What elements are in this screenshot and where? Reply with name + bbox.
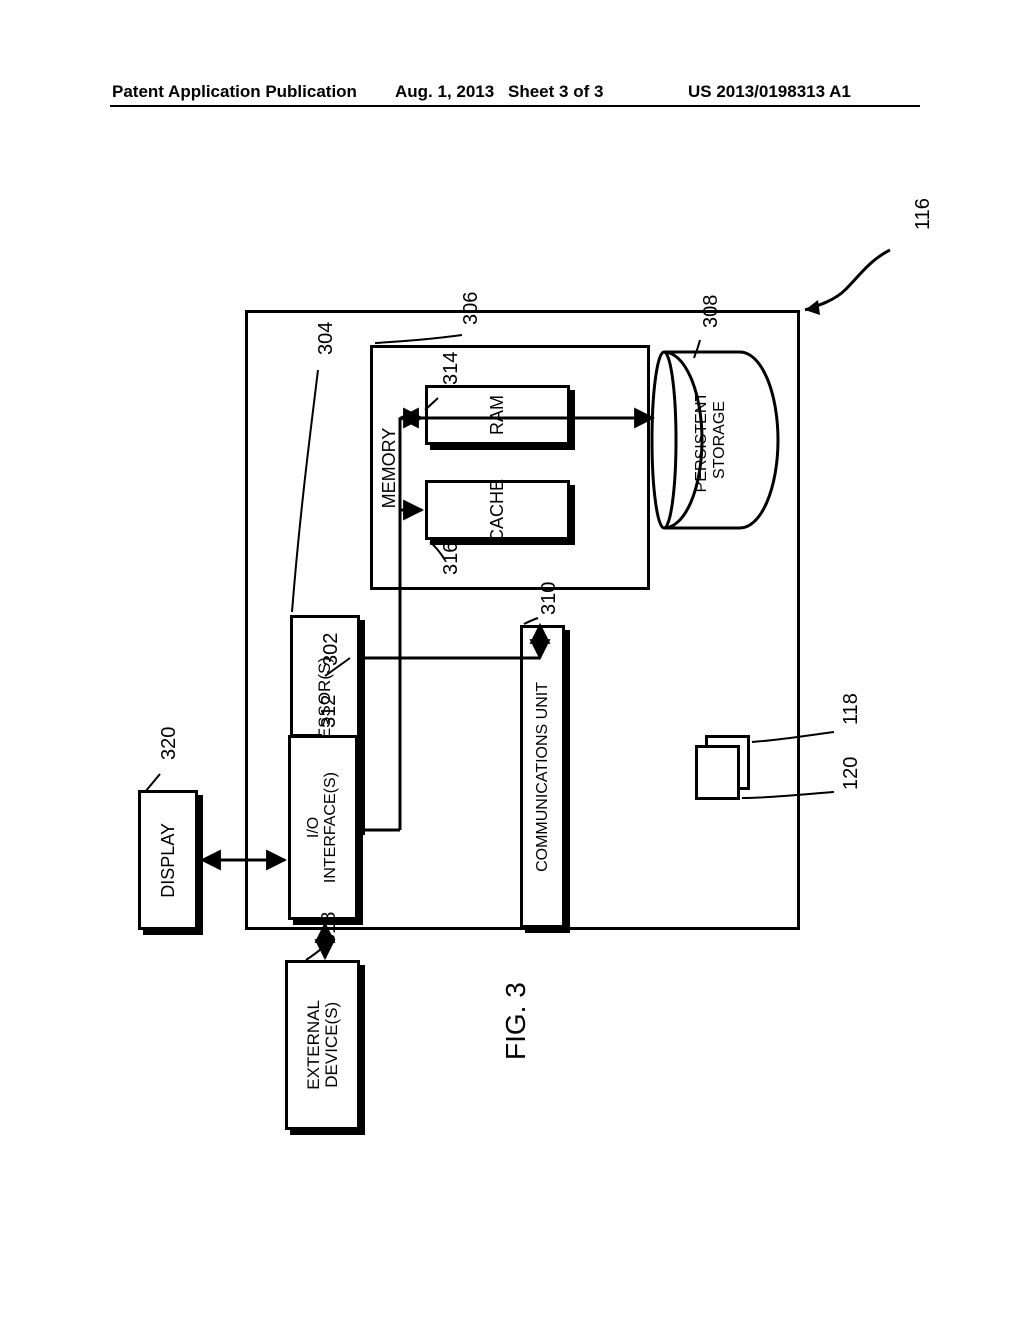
ref-302: 302 [320, 633, 343, 666]
header-rule [110, 105, 920, 107]
callout-116 [805, 250, 890, 315]
ref-314: 314 [440, 352, 463, 385]
ram-box: RAM [425, 385, 570, 445]
ref-304: 304 [315, 322, 338, 355]
header-publication: Patent Application Publication [112, 82, 357, 102]
comm-unit-box: COMMUNICATIONS UNIT [520, 625, 565, 928]
ref-310: 310 [538, 582, 561, 615]
page: Patent Application Publication Aug. 1, 2… [0, 0, 1024, 1320]
display-box: DISPLAY [138, 790, 198, 930]
ref-120: 120 [840, 757, 863, 790]
memory-box: MEMORY [370, 345, 650, 590]
comm-unit-label: COMMUNICATIONS UNIT [534, 682, 552, 872]
ref-318: 318 [318, 912, 341, 945]
memory-label: MEMORY [379, 427, 400, 508]
header-sheet: Sheet 3 of 3 [508, 82, 603, 102]
ref-118: 118 [840, 693, 863, 725]
ref-320: 320 [158, 727, 181, 760]
io-interface-box: I/O INTERFACE(S) [288, 735, 358, 920]
ref-316: 316 [440, 542, 463, 575]
ref-306: 306 [460, 292, 483, 325]
small-rect-front [695, 745, 740, 800]
cache-box: CACHE [425, 480, 570, 540]
ref-116: 116 [912, 198, 935, 230]
display-label: DISPLAY [158, 823, 179, 898]
figure-3-diagram: MEMORY RAM CACHE PROCESSOR(S) COMMUNICAT… [100, 180, 920, 1200]
external-devices-box: EXTERNAL DEVICE(S) [285, 960, 360, 1130]
header-date: Aug. 1, 2013 [395, 82, 494, 102]
io-interface-label: I/O INTERFACE(S) [306, 772, 340, 883]
ref-308: 308 [700, 295, 723, 328]
cache-label: CACHE [487, 479, 508, 542]
external-devices-label: EXTERNAL DEVICE(S) [305, 1000, 341, 1090]
ref-312: 312 [318, 695, 341, 728]
ram-label: RAM [487, 395, 508, 435]
header-pubnum: US 2013/0198313 A1 [688, 82, 851, 102]
figure-label: FIG. 3 [500, 982, 532, 1060]
